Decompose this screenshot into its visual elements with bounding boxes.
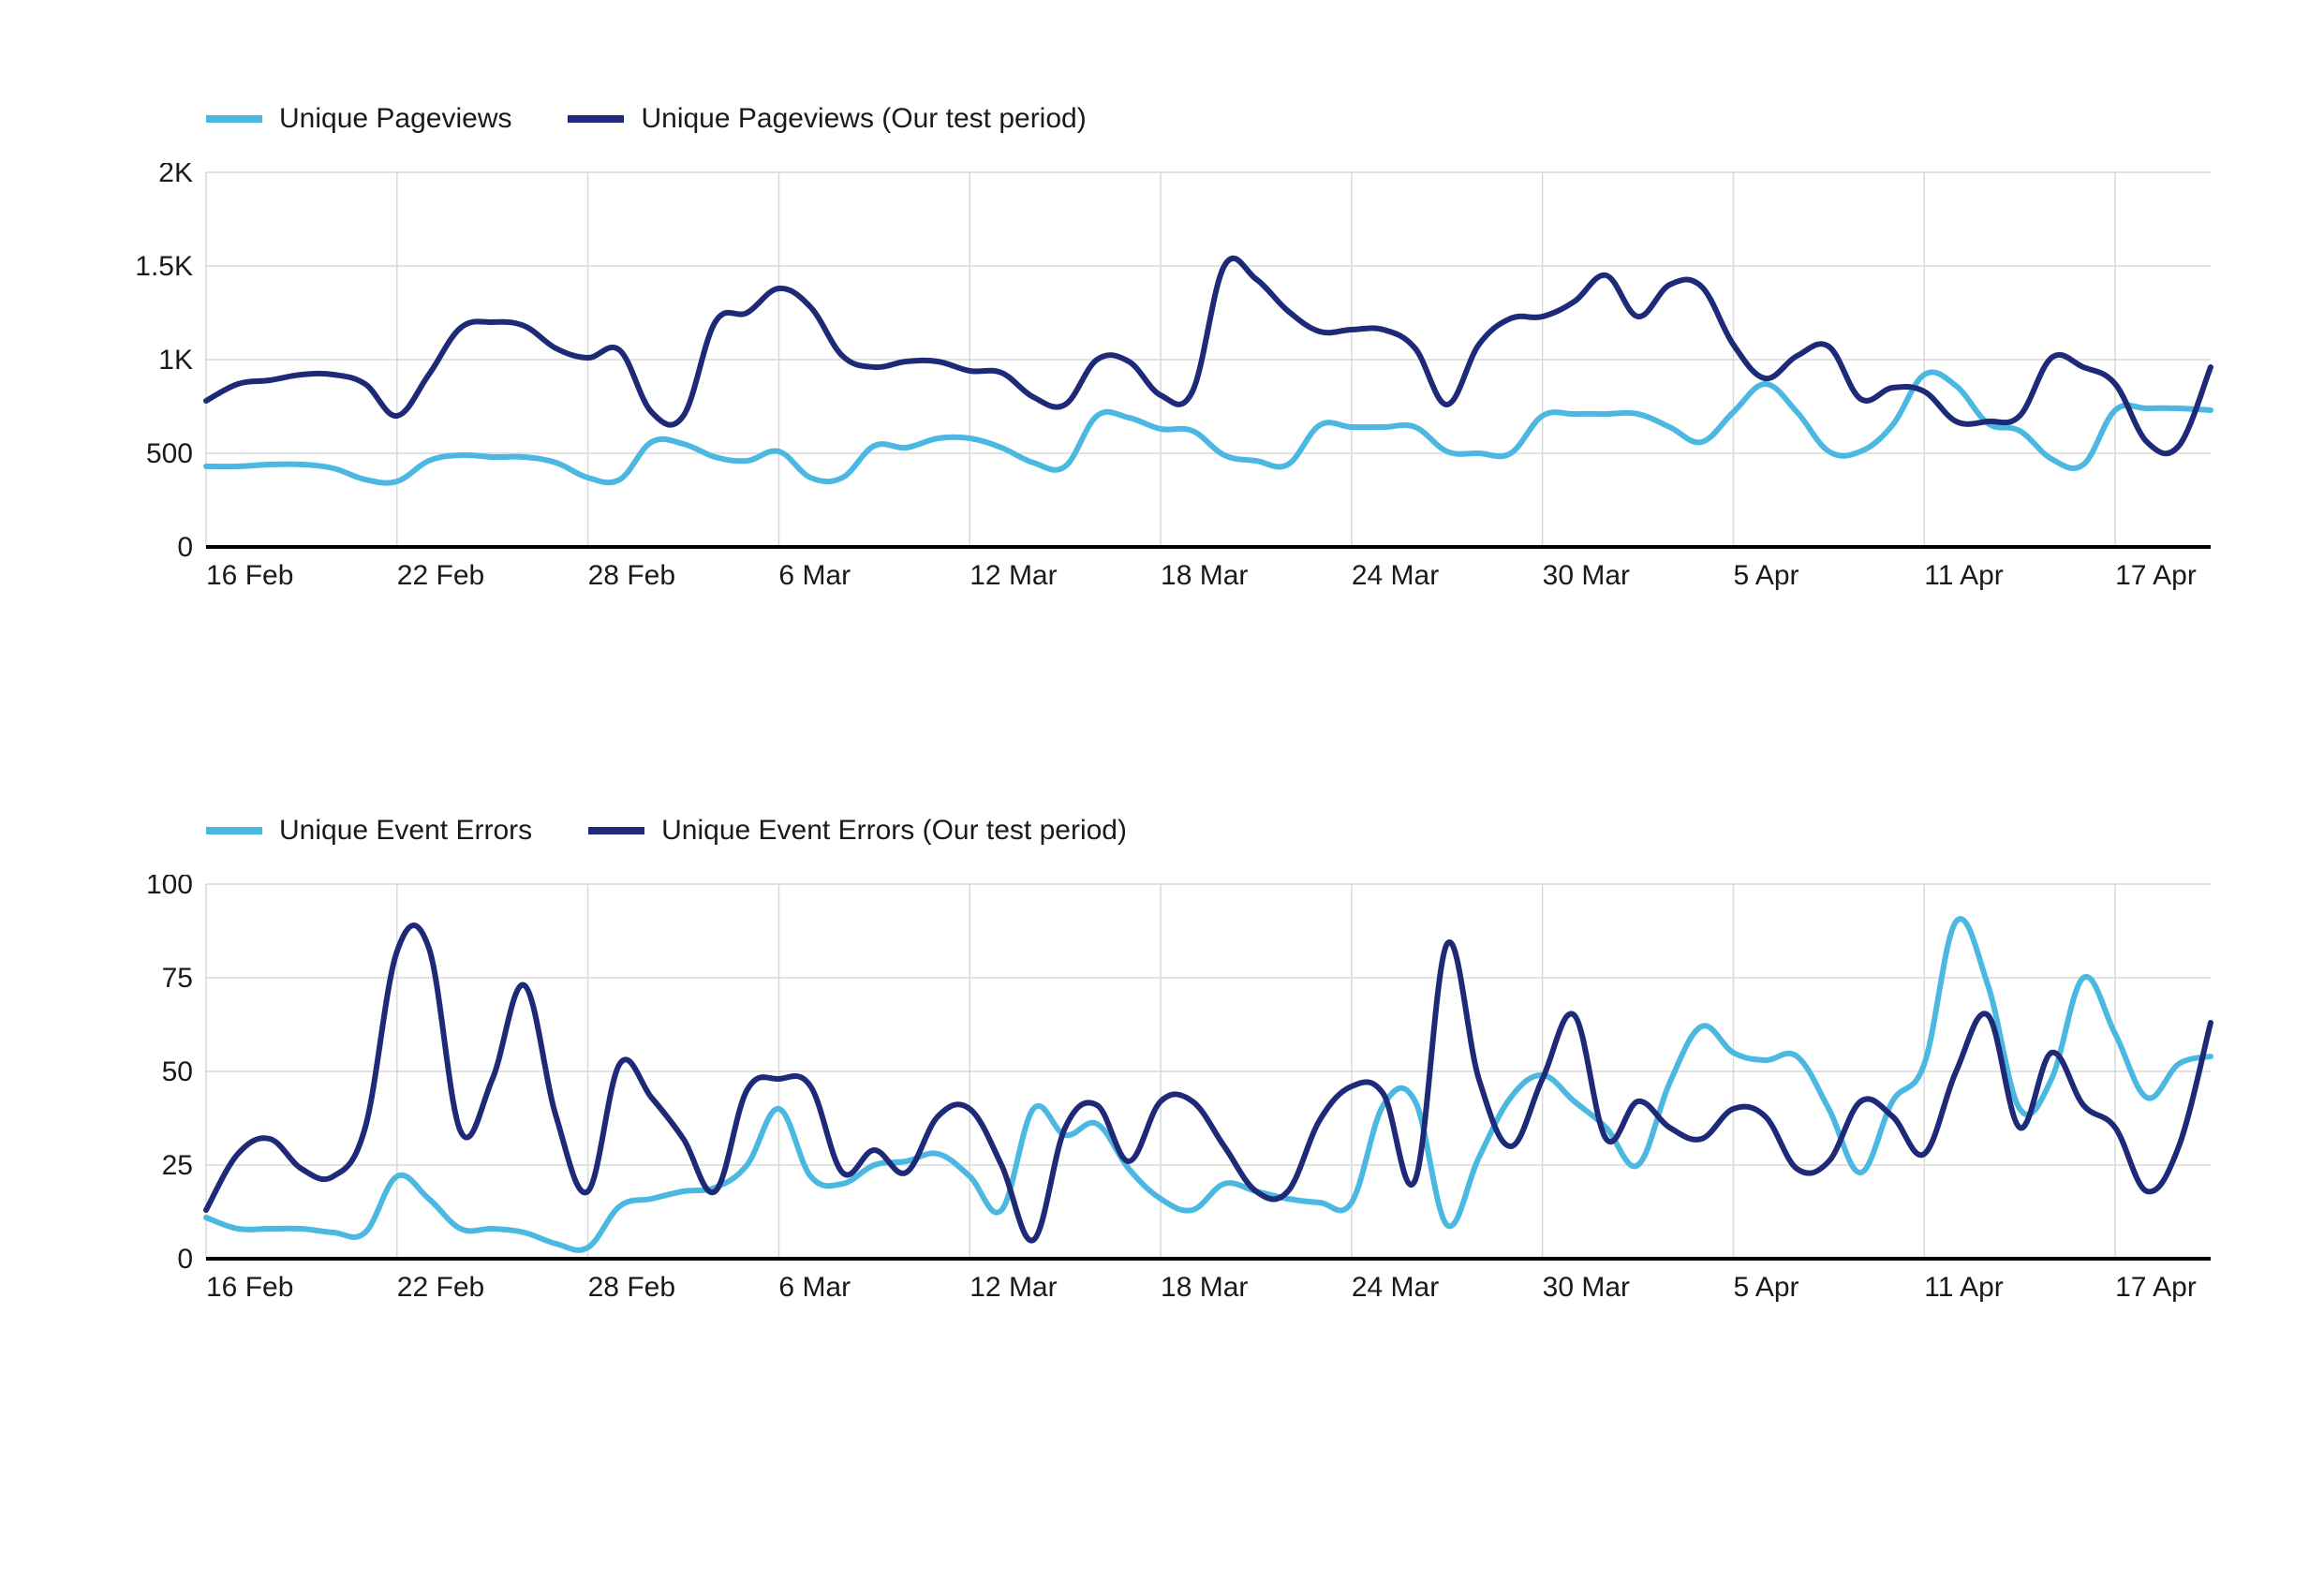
svg-text:0: 0 <box>177 532 193 563</box>
svg-text:0: 0 <box>177 1244 193 1275</box>
svg-text:6 Mar: 6 Mar <box>778 560 851 591</box>
legend-swatch-light-icon <box>206 114 262 124</box>
legend-label: Unique Pageviews <box>279 103 511 135</box>
errors-plot: 0 25 50 75 100 16 Feb 22 Feb 28 Feb 6 Mar 12 Mar 1… <box>131 875 2229 1324</box>
svg-text:17 Apr: 17 Apr <box>2115 560 2197 591</box>
legend-item-pageviews: Unique Pageviews <box>206 103 511 135</box>
svg-text:25: 25 <box>162 1150 193 1181</box>
svg-text:12 Mar: 12 Mar <box>970 1272 1057 1303</box>
svg-text:11 Apr: 11 Apr <box>1924 1272 2004 1303</box>
legend-swatch-dark-icon <box>588 826 644 835</box>
svg-text:28 Feb: 28 Feb <box>588 1272 675 1303</box>
legend-label: Unique Pageviews (Our test period) <box>641 103 1086 135</box>
svg-text:22 Feb: 22 Feb <box>397 1272 484 1303</box>
legend-item-errors-test: Unique Event Errors (Our test period) <box>588 815 1127 847</box>
svg-text:50: 50 <box>162 1056 193 1087</box>
legend-item-errors: Unique Event Errors <box>206 815 532 847</box>
pageviews-plot: 0 500 1K 1.5K 2K 16 Feb 22 Feb 28 Feb 6 Mar 12 Ma… <box>131 163 2229 613</box>
svg-text:11 Apr: 11 Apr <box>1924 560 2004 591</box>
svg-text:16 Feb: 16 Feb <box>206 560 293 591</box>
svg-text:22 Feb: 22 Feb <box>397 560 484 591</box>
svg-text:100: 100 <box>146 875 193 900</box>
legend-label: Unique Event Errors (Our test period) <box>661 815 1127 847</box>
svg-text:28 Feb: 28 Feb <box>588 560 675 591</box>
svg-text:1K: 1K <box>158 345 193 376</box>
svg-text:2K: 2K <box>158 163 193 188</box>
svg-text:18 Mar: 18 Mar <box>1161 1272 1248 1303</box>
svg-text:5 Apr: 5 Apr <box>1733 560 1799 591</box>
svg-text:12 Mar: 12 Mar <box>970 560 1057 591</box>
page: Unique Pageviews Unique Pageviews (Our t… <box>0 0 2324 1594</box>
chart-pageviews: Unique Pageviews Unique Pageviews (Our t… <box>131 103 2229 627</box>
svg-text:16 Feb: 16 Feb <box>206 1272 293 1303</box>
svg-text:18 Mar: 18 Mar <box>1161 560 1248 591</box>
svg-text:24 Mar: 24 Mar <box>1352 560 1439 591</box>
legend-swatch-dark-icon <box>568 114 624 124</box>
svg-text:24 Mar: 24 Mar <box>1352 1272 1439 1303</box>
legend-item-pageviews-test: Unique Pageviews (Our test period) <box>568 103 1086 135</box>
legend-label: Unique Event Errors <box>279 815 532 847</box>
svg-text:6 Mar: 6 Mar <box>778 1272 851 1303</box>
legend-swatch-light-icon <box>206 826 262 835</box>
legend-2: Unique Event Errors Unique Event Errors … <box>206 815 2229 847</box>
svg-text:17 Apr: 17 Apr <box>2115 1272 2197 1303</box>
svg-text:75: 75 <box>162 963 193 994</box>
svg-text:30 Mar: 30 Mar <box>1543 1272 1630 1303</box>
svg-text:1.5K: 1.5K <box>135 251 193 282</box>
svg-text:500: 500 <box>146 438 193 469</box>
legend-1: Unique Pageviews Unique Pageviews (Our t… <box>206 103 2229 135</box>
chart-errors: Unique Event Errors Unique Event Errors … <box>131 815 2229 1358</box>
svg-text:30 Mar: 30 Mar <box>1543 560 1630 591</box>
svg-text:5 Apr: 5 Apr <box>1733 1272 1799 1303</box>
